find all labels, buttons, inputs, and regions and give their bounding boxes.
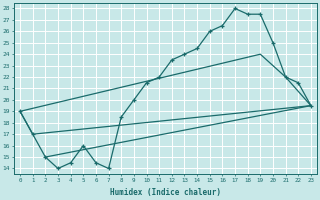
X-axis label: Humidex (Indice chaleur): Humidex (Indice chaleur) [110, 188, 221, 197]
